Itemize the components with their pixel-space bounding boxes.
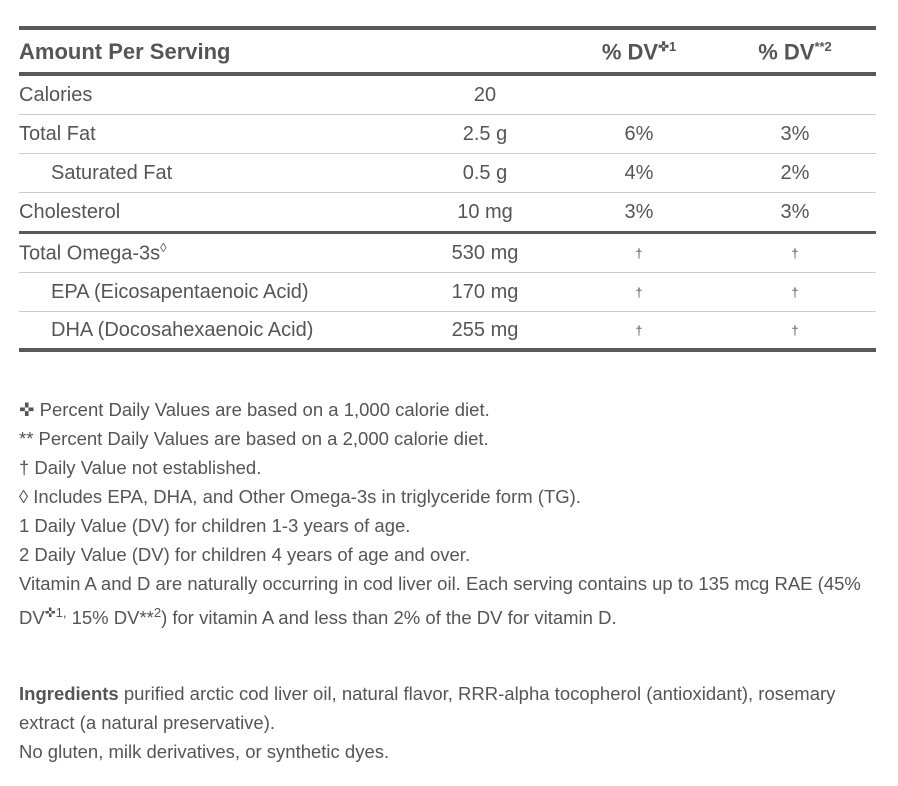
dv1: † xyxy=(635,245,643,261)
table-row: EPA (Eicosapentaenoic Acid) 170 mg † † xyxy=(19,273,876,312)
table-header: Amount Per Serving % DV✜1 % DV**2 xyxy=(19,32,876,72)
table-row: Calories 20 xyxy=(19,76,876,115)
dv2: † xyxy=(791,245,799,261)
dv1: 6% xyxy=(624,122,654,145)
dv1: † xyxy=(635,322,643,338)
header-dv1: % DV✜1 xyxy=(601,38,677,65)
footnote: ✜ Percent Daily Values are based on a 1,… xyxy=(19,399,490,420)
amount: 170 mg xyxy=(451,280,519,303)
table-row: Total Omega-3s◊ 530 mg † † xyxy=(19,234,876,273)
dv2: 3% xyxy=(780,200,810,223)
table-row: Cholesterol 10 mg 3% 3% xyxy=(19,193,876,234)
footnote: ◊ Includes EPA, DHA, and Other Omega-3s … xyxy=(19,486,581,507)
dv1: † xyxy=(635,284,643,300)
dv2: † xyxy=(791,322,799,338)
amount: 530 mg xyxy=(451,241,519,264)
divider xyxy=(19,348,876,352)
footnote: 1 Daily Value (DV) for children 1-3 year… xyxy=(19,515,411,536)
nutrient-name: Calories xyxy=(19,83,93,106)
table-row: DHA (Docosahexaenoic Acid) 255 mg † † xyxy=(19,312,876,348)
nutrient-name: DHA (Docosahexaenoic Acid) xyxy=(51,318,314,341)
dv2: 2% xyxy=(780,161,810,184)
table-row: Saturated Fat 0.5 g 4% 2% xyxy=(19,154,876,193)
amount: 20 xyxy=(473,83,497,106)
nutrient-name: Total Omega-3s◊ xyxy=(19,240,167,265)
amount: 2.5 g xyxy=(462,122,508,145)
ingredients-text: purified arctic cod liver oil, natural f… xyxy=(19,683,836,733)
footnote: ** Percent Daily Values are based on a 2… xyxy=(19,428,489,449)
divider xyxy=(19,26,876,30)
ingredients-label: Ingredients xyxy=(19,683,119,704)
vitamin-note: Vitamin A and D are naturally occurring … xyxy=(19,573,861,629)
nutrient-name: Cholesterol xyxy=(19,200,121,223)
nutrient-name: Saturated Fat xyxy=(51,161,173,184)
footnote: † Daily Value not established. xyxy=(19,457,262,478)
footnotes: ✜ Percent Daily Values are based on a 1,… xyxy=(19,395,879,632)
nutrient-name: Total Fat xyxy=(19,122,96,145)
table-row: Total Fat 2.5 g 6% 3% xyxy=(19,115,876,154)
amount: 255 mg xyxy=(451,318,519,341)
nutrition-table: Amount Per Serving % DV✜1 % DV**2 Calori… xyxy=(19,26,876,352)
ingredients: Ingredients purified arctic cod liver oi… xyxy=(19,679,879,766)
free-from: No gluten, milk derivatives, or syntheti… xyxy=(19,741,390,762)
dv1: 3% xyxy=(624,200,654,223)
dv1: 4% xyxy=(624,161,654,184)
divider xyxy=(19,72,876,76)
header-dv2: % DV**2 xyxy=(758,38,832,65)
header-amount: Amount Per Serving xyxy=(19,39,231,64)
amount: 0.5 g xyxy=(462,161,508,184)
amount: 10 mg xyxy=(457,200,513,223)
dv2: † xyxy=(791,284,799,300)
footnote: 2 Daily Value (DV) for children 4 years … xyxy=(19,544,471,565)
nutrient-name: EPA (Eicosapentaenoic Acid) xyxy=(51,280,309,303)
dv2: 3% xyxy=(780,122,810,145)
